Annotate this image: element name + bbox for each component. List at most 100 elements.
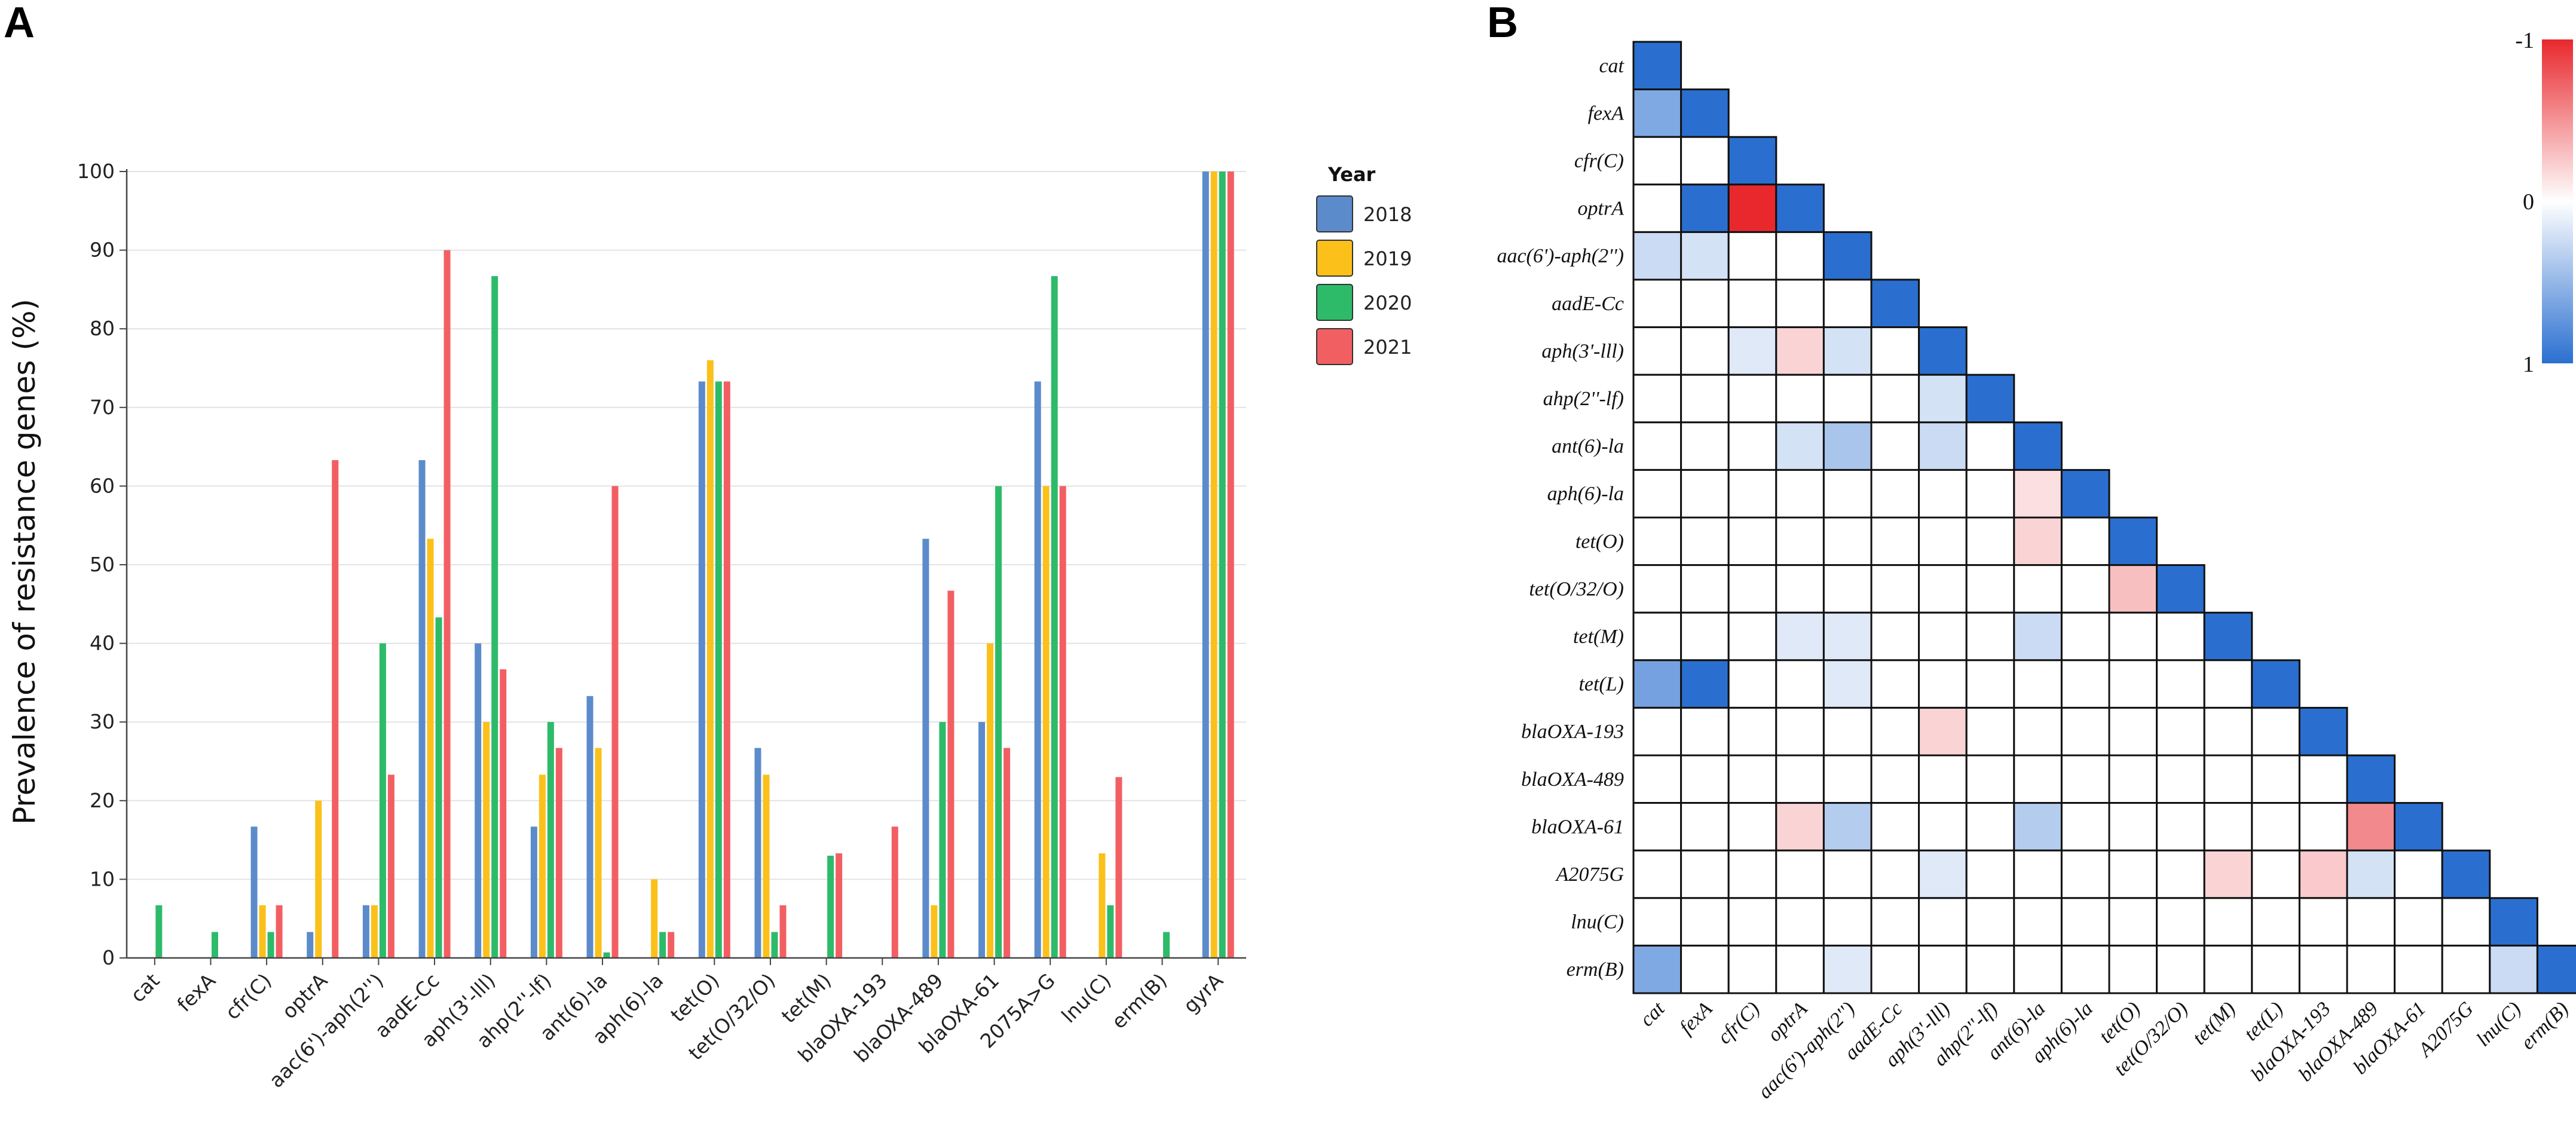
heatmap-cell (1680, 849, 1730, 899)
heatmap-cell (1775, 897, 1825, 947)
heatmap-cell (2060, 706, 2110, 757)
heatmap-cell (1918, 754, 1968, 804)
heatmap-cell (1680, 611, 1730, 662)
heatmap-cell (2013, 421, 2063, 471)
heatmap-cell (1918, 516, 1968, 567)
bar-2020 (995, 486, 1002, 958)
bar-2021 (611, 486, 619, 958)
heatmap-cell (2060, 611, 2110, 662)
heatmap-cell (1680, 421, 1730, 471)
bar-2021 (779, 905, 787, 958)
bar-2020 (1163, 932, 1170, 958)
heatmap-cell (2156, 944, 2205, 994)
bar-2021 (1059, 486, 1066, 958)
heatmap-cell (1775, 516, 1825, 567)
heatmap-cell (1680, 802, 1730, 852)
heatmap-cell (1918, 326, 1968, 376)
bar-chart: 0 10 20 30 40 50 60 70 80 90 100 cat fexA cfr(C) optr… (7, 160, 1412, 1092)
heatmap-cell (1680, 278, 1730, 329)
heatmap-cell (2060, 849, 2110, 899)
panel-b-label: B (1487, 0, 1518, 47)
y-tick-label: 70 (90, 396, 115, 419)
heatmap-cell (2108, 564, 2158, 614)
panel-a-label: A (4, 0, 35, 47)
bar-2018 (250, 826, 258, 958)
row-label: ahp(2''-lf) (1543, 388, 1624, 410)
heatmap-cell (1632, 88, 1682, 138)
heatmap-cell (1727, 136, 1777, 186)
row-label: ant(6)-la (1552, 436, 1624, 458)
x-tick-label: cfr(C) (221, 969, 276, 1024)
heatmap-cell (1680, 659, 1730, 709)
heatmap-cell (1822, 706, 1873, 757)
heatmap-cell (2394, 944, 2443, 994)
heatmap-cell (2203, 897, 2253, 947)
bar-2018 (586, 696, 593, 958)
heatmap-cell (1632, 421, 1682, 471)
heatmap-cell (2298, 849, 2348, 899)
heatmap-cell (2441, 849, 2491, 899)
bar-2019 (1042, 486, 1050, 958)
column-labels: cat fexAcfr(C)optrAaac(6')-aph(2'')aadE-C… (1636, 997, 2573, 1103)
heatmap-cells (1632, 41, 2576, 994)
legend-label-2020: 2020 (1363, 292, 1412, 314)
heatmap-cell (2013, 611, 2063, 662)
heatmap-cell (2108, 849, 2158, 899)
heatmap-cell (1775, 944, 1825, 994)
heatmap-cell (2441, 944, 2491, 994)
heatmap-cell (2441, 897, 2491, 947)
bar-2018 (698, 381, 705, 958)
heatmap-cell (2346, 944, 2396, 994)
heatmap-cell (1775, 754, 1825, 804)
y-axis-label: Prevalence of resistance genes (%) (7, 299, 42, 825)
bar-2021 (387, 774, 394, 958)
heatmap-cell (1632, 41, 1682, 91)
bar-2018 (307, 932, 314, 958)
heatmap-cell (1822, 231, 1873, 281)
heatmap-cell (1965, 849, 2015, 899)
heatmap-cell (2013, 897, 2063, 947)
bar-2019 (651, 879, 658, 958)
heatmap-cell (2156, 802, 2205, 852)
bar-2019 (595, 748, 602, 958)
column-label: cat (1636, 997, 1670, 1031)
bar-2019 (539, 774, 546, 958)
heatmap-cell (1632, 706, 1682, 757)
heatmap-cell (2203, 611, 2253, 662)
heatmap-cell (1727, 706, 1777, 757)
heatmap-cell (1965, 373, 2015, 424)
heatmap-cell (2298, 802, 2348, 852)
bar-2020 (547, 722, 554, 958)
column-label: cfr(C) (1714, 997, 1764, 1048)
heatmap-cell (1870, 944, 1920, 994)
heatmap-cell (1822, 278, 1873, 329)
heatmap-cell (1775, 611, 1825, 662)
bar-2018 (754, 748, 761, 958)
heatmap-cell (1727, 754, 1777, 804)
bar-2019 (371, 905, 378, 958)
bar-2018 (530, 826, 537, 958)
heatmap-cell (1632, 944, 1682, 994)
heatmap-cell (1727, 373, 1777, 424)
row-label: cfr(C) (1574, 150, 1624, 172)
heatmap-cell (1870, 659, 1920, 709)
heatmap-cell (1965, 611, 2015, 662)
row-label: tet(M) (1573, 626, 1624, 648)
row-label: A2075G (1555, 864, 1624, 886)
heatmap-cell (2298, 754, 2348, 804)
heatmap-cell (1680, 469, 1730, 519)
colorbar-gradient (2542, 39, 2573, 363)
heatmap-cell (1632, 136, 1682, 186)
heatmap-cell (2013, 659, 2063, 709)
heatmap-cell (1632, 659, 1682, 709)
row-label: aac(6')-aph(2'') (1497, 245, 1624, 267)
heatmap-cell (1918, 802, 1968, 852)
heatmap-cell (2156, 706, 2205, 757)
heatmap-cell (2156, 897, 2205, 947)
bar-2020 (715, 381, 722, 958)
row-label: fexA (1588, 102, 1624, 124)
heatmap-cell (1965, 754, 2015, 804)
heatmap-cell (2251, 849, 2300, 899)
heatmap-cell (1775, 849, 1825, 899)
column-label: tet(M) (2188, 997, 2240, 1049)
